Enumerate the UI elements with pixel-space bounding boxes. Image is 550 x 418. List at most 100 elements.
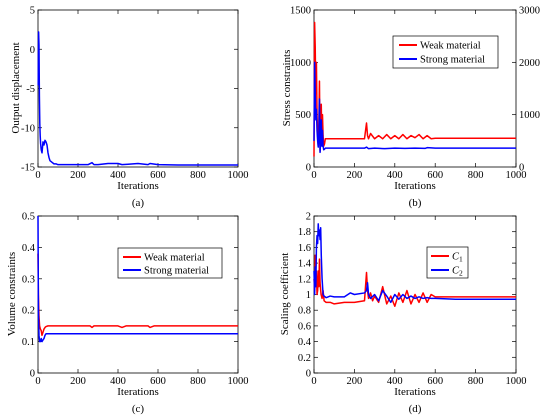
y-tick-label: 5 (30, 6, 35, 17)
y-tick-label: 1.4 (298, 259, 312, 270)
panel-a-caption: (a) (132, 197, 145, 209)
panel-d-caption: (d) (409, 403, 422, 415)
panel-b-x-ticks: 0 200 400 600 800 1000 (311, 10, 527, 181)
x-tick-label: 1000 (506, 170, 527, 181)
series-line-c2 (313, 223, 516, 304)
y-tick-label: 1.2 (298, 274, 311, 285)
x-tick-label: 600 (427, 170, 443, 181)
series-line-s1 (37, 31, 238, 166)
y-tick-label: -10 (21, 123, 35, 134)
x-tick-label: 1000 (506, 376, 527, 387)
panel-c-legend-strong: Strong material (144, 266, 209, 277)
panel-c-legend-weak: Weak material (144, 253, 205, 264)
y-tick-label: 1000 (290, 58, 311, 69)
y2-tick-label: 1000 (519, 110, 540, 121)
x-tick-label: 0 (311, 376, 316, 387)
panel-d-legend-c1: C1 (452, 252, 463, 264)
x-tick-label: 1000 (228, 170, 249, 181)
panel-d-legend-c1-sub: 1 (459, 255, 463, 264)
panel-b-x-label: Iterations (394, 180, 436, 192)
y-tick-label: 1500 (290, 6, 311, 17)
y-tick-label: 0.3 (22, 274, 35, 285)
panel-d-scaling-coefficient: 0 200 400 600 800 1000 0 0.2 0.4 0.6 0.8 1 1.2 1.4 1.… (279, 212, 527, 416)
y-tick-label: 0.2 (22, 306, 35, 317)
y-tick-label: 0 (30, 45, 35, 56)
panel-c-legend-box (117, 247, 223, 279)
x-tick-label: 200 (347, 170, 363, 181)
x-tick-label: 400 (387, 376, 403, 387)
y-tick-label: 1 (306, 290, 311, 301)
panel-b-y2-ticks: 0 1000 2000 3000 (512, 6, 540, 174)
panel-a-output-displacement: 0 200 400 600 800 1000 -15-10-505 Iterations … (10, 6, 249, 210)
y2-tick-label: 0 (519, 163, 524, 174)
panel-a-frame (37, 9, 239, 168)
panel-c-legend: Weak material Strong material (117, 247, 223, 279)
y-tick-label: 0.1 (22, 337, 35, 348)
panel-c-frame (37, 215, 239, 374)
panel-a-y-ticks: -15 -10 -5 0 5 (21, 6, 238, 174)
y-tick-label: 0.6 (298, 321, 311, 332)
x-tick-label: 800 (190, 170, 206, 181)
y-tick-label: 0.5 (22, 212, 35, 223)
panel-a-x-label: Iterations (117, 180, 159, 192)
y-tick-label: 0.8 (298, 306, 311, 317)
x-tick-label: 800 (190, 376, 206, 387)
panel-a-lines (37, 31, 238, 166)
panel-c-y-ticks: 0 0.1 0.2 0.3 0.4 0.5 (22, 212, 238, 380)
y-tick-label: -5 (26, 84, 35, 95)
series-line-weak-material (37, 253, 238, 337)
panel-c-volume-constraints: 0 200 400 600 800 1000 0 0.1 0.2 0.3 0.4 0.5 Itera… (6, 212, 249, 416)
y-tick-label: 1.8 (298, 227, 311, 238)
x-tick-label: 400 (387, 170, 403, 181)
x-tick-label: 400 (110, 376, 126, 387)
x-tick-label: 200 (70, 170, 86, 181)
panel-c-lines (37, 215, 238, 343)
panel-b-y-label: Stress constraints (281, 50, 293, 127)
panel-b-legend-box (392, 35, 499, 69)
series-line-strong-material (37, 215, 238, 343)
x-tick-label: 0 (35, 376, 40, 387)
y-tick-label: 0 (306, 163, 311, 174)
y2-tick-label: 3000 (519, 6, 540, 17)
y-tick-label: -15 (21, 163, 35, 174)
panel-b-lines (313, 21, 516, 157)
panel-c-y-label: Volume constraints (6, 252, 18, 336)
panel-d-x-ticks: 0 200 400 600 800 1000 (311, 216, 527, 387)
x-tick-label: 0 (311, 170, 316, 181)
x-tick-label: 200 (347, 376, 363, 387)
panel-a-y-label: Output displacement (10, 42, 22, 133)
x-tick-label: 200 (70, 376, 86, 387)
panel-d-legend-box (426, 246, 469, 279)
y-tick-label: 1.6 (298, 243, 311, 254)
panel-b-frame (313, 9, 517, 168)
panel-b-caption: (b) (409, 197, 422, 209)
y2-tick-label: 2000 (519, 58, 540, 69)
x-tick-label: 800 (468, 170, 484, 181)
panel-d-y-label: Scaling coefficient (279, 253, 291, 336)
panel-d-legend-c2-sub: 2 (459, 269, 463, 278)
panel-c-x-label: Iterations (117, 386, 159, 398)
y-tick-label: 0.2 (298, 353, 311, 364)
y-tick-label: 2 (306, 212, 311, 223)
x-tick-label: 1000 (228, 376, 249, 387)
x-tick-label: 0 (35, 170, 40, 181)
panel-a-x-ticks: 0 200 400 600 800 1000 (35, 10, 249, 181)
panel-b-legend-strong: Strong material (420, 55, 485, 66)
x-tick-label: 600 (427, 376, 443, 387)
panel-d-legend: C1 C2 (426, 246, 469, 279)
y-tick-label: 0 (306, 369, 311, 380)
panel-d-lines (313, 223, 516, 308)
panel-d-x-label: Iterations (394, 386, 436, 398)
y-tick-label: 0 (30, 369, 35, 380)
y-tick-label: 0.4 (22, 243, 36, 254)
panel-c-caption: (c) (132, 403, 145, 415)
series-line-strong-material (313, 61, 516, 154)
x-tick-label: 400 (110, 170, 126, 181)
y-tick-label: 500 (295, 110, 311, 121)
y-tick-label: 0.4 (298, 337, 312, 348)
panel-c-x-ticks: 0 200 400 600 800 1000 (35, 216, 249, 387)
panel-b-legend: Weak material Strong material (392, 35, 499, 69)
x-tick-label: 800 (468, 376, 484, 387)
